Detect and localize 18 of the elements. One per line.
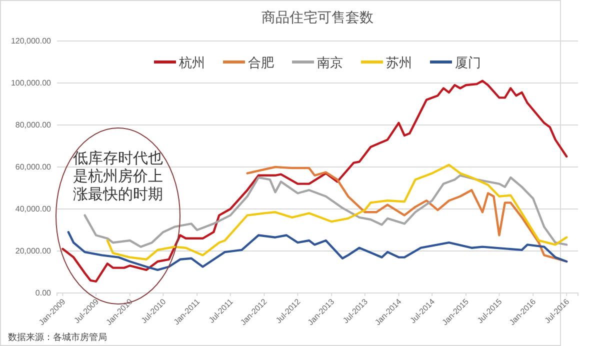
y-tick-label: 20,000.00 [15, 246, 52, 256]
line-series [67, 231, 568, 271]
y-tick-label: 80,000.00 [15, 120, 52, 130]
y-tick-label: 40,000.00 [15, 204, 52, 214]
legend-label: 南京 [317, 56, 343, 71]
legend-label: 苏州 [386, 56, 412, 71]
y-tick-label: 60,000.00 [15, 162, 52, 172]
line-series [246, 166, 568, 263]
line-series [62, 80, 568, 283]
legend-label: 合肥 [248, 56, 274, 71]
chart-title: 商品住宅可售套数 [262, 10, 374, 26]
annotation: 低库存时代也是杭州房价上涨最快的时期 [73, 149, 163, 203]
legend-label: 厦门 [455, 55, 481, 71]
y-tick-label: 100,000.00 [10, 78, 52, 88]
y-tick-label: 0.00 [35, 288, 52, 298]
y-tick-label: 120,000.00 [10, 36, 52, 46]
source-note: 数据来源：各城市房管局 [8, 332, 107, 343]
legend-label: 杭州 [178, 56, 205, 71]
